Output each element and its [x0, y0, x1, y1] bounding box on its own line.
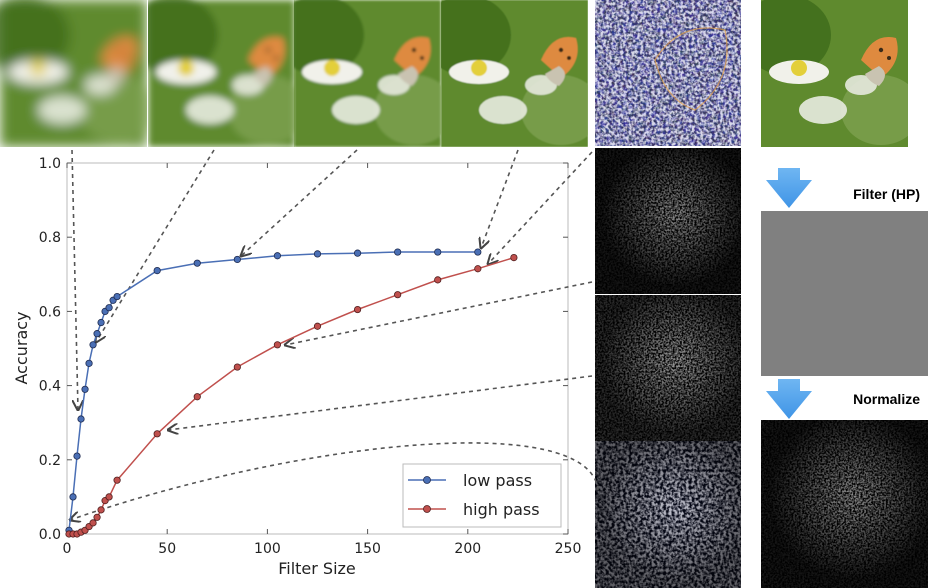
- data-point-low-pass: [273, 252, 282, 260]
- legend-marker-low-pass: [423, 476, 431, 484]
- pipeline-step-normalize: Normalize: [853, 391, 920, 407]
- data-point-high-pass: [153, 430, 161, 438]
- data-point-low-pass: [233, 255, 241, 264]
- data-point-high-pass: [313, 322, 322, 330]
- down-arrow-icon: [766, 168, 812, 208]
- legend-label-high-pass: high pass: [463, 500, 540, 519]
- y-tick-label: 0.8: [39, 230, 61, 246]
- down-arrow-icon: [766, 379, 812, 419]
- x-tick-label: 150: [354, 541, 381, 557]
- data-point-high-pass: [273, 341, 282, 349]
- legend-box: [402, 463, 562, 528]
- lowpass-image-2: [148, 0, 295, 147]
- data-point-high-pass: [97, 506, 105, 514]
- lowpass-image-1: [0, 0, 147, 147]
- pipeline-step-filter: Filter (HP): [853, 186, 920, 202]
- data-point-low-pass: [474, 248, 482, 256]
- x-axis-label: Filter Size: [278, 559, 356, 578]
- x-tick-label: 250: [555, 541, 582, 557]
- legend-marker-high-pass: [423, 505, 431, 513]
- data-point-low-pass: [81, 385, 89, 393]
- data-point-high-pass: [510, 254, 518, 262]
- data-point-low-pass: [69, 493, 77, 501]
- data-point-high-pass: [105, 493, 113, 501]
- pipeline-output-image: [761, 420, 928, 588]
- correspondence-arrows: [70, 149, 599, 520]
- x-tick-label: 0: [63, 541, 72, 557]
- data-point-low-pass: [89, 341, 97, 349]
- highpass-image-3: [595, 295, 741, 441]
- pipeline-input-image: [761, 0, 908, 147]
- y-tick-label: 0.0: [39, 527, 61, 543]
- y-tick-label: 1.0: [39, 156, 61, 172]
- data-point-low-pass: [394, 248, 402, 256]
- highpass-image-1: [595, 0, 741, 146]
- data-point-high-pass: [353, 305, 362, 314]
- y-tick-label: 0.4: [39, 379, 61, 395]
- x-tick-label: 50: [158, 541, 176, 557]
- data-point-high-pass: [434, 276, 442, 284]
- lowpass-image-3: [294, 0, 441, 147]
- y-tick-label: 0.6: [39, 304, 61, 320]
- x-tick-label: 100: [254, 541, 281, 557]
- data-point-high-pass: [113, 476, 121, 484]
- series-line-low-pass: [68, 251, 478, 531]
- legend: low pass high pass: [402, 463, 562, 528]
- x-tick-label: 200: [454, 541, 481, 557]
- data-point-high-pass: [193, 393, 201, 401]
- data-point-low-pass: [193, 259, 201, 267]
- data-point-low-pass: [97, 318, 105, 327]
- data-point-low-pass: [353, 249, 362, 257]
- data-point-high-pass: [93, 513, 101, 521]
- data-point-low-pass: [85, 359, 93, 367]
- data-point-high-pass: [394, 291, 402, 299]
- y-tick-label: 0.2: [39, 453, 61, 469]
- data-point-low-pass: [105, 304, 113, 312]
- data-point-low-pass: [113, 292, 121, 301]
- legend-label-low-pass: low pass: [463, 471, 532, 490]
- data-point-low-pass: [153, 266, 161, 275]
- data-point-low-pass: [93, 330, 101, 338]
- data-point-high-pass: [233, 363, 241, 371]
- data-point-high-pass: [89, 519, 97, 527]
- data-point-low-pass: [313, 250, 322, 258]
- pipeline-filtered-image: [761, 211, 928, 376]
- highpass-image-2: [595, 148, 741, 294]
- axes: 0 50 100 150 200 250 0.0 0.2 0.4 0.6 0.8 1.0: [39, 156, 582, 557]
- data-point-low-pass: [434, 248, 442, 256]
- data-point-low-pass: [73, 452, 81, 460]
- lowpass-image-4: [441, 0, 588, 147]
- y-axis-label: Accuracy: [12, 311, 31, 384]
- highpass-image-4: [595, 441, 741, 588]
- series-layer: [65, 248, 518, 538]
- data-point-low-pass: [77, 415, 85, 423]
- data-point-high-pass: [474, 265, 482, 273]
